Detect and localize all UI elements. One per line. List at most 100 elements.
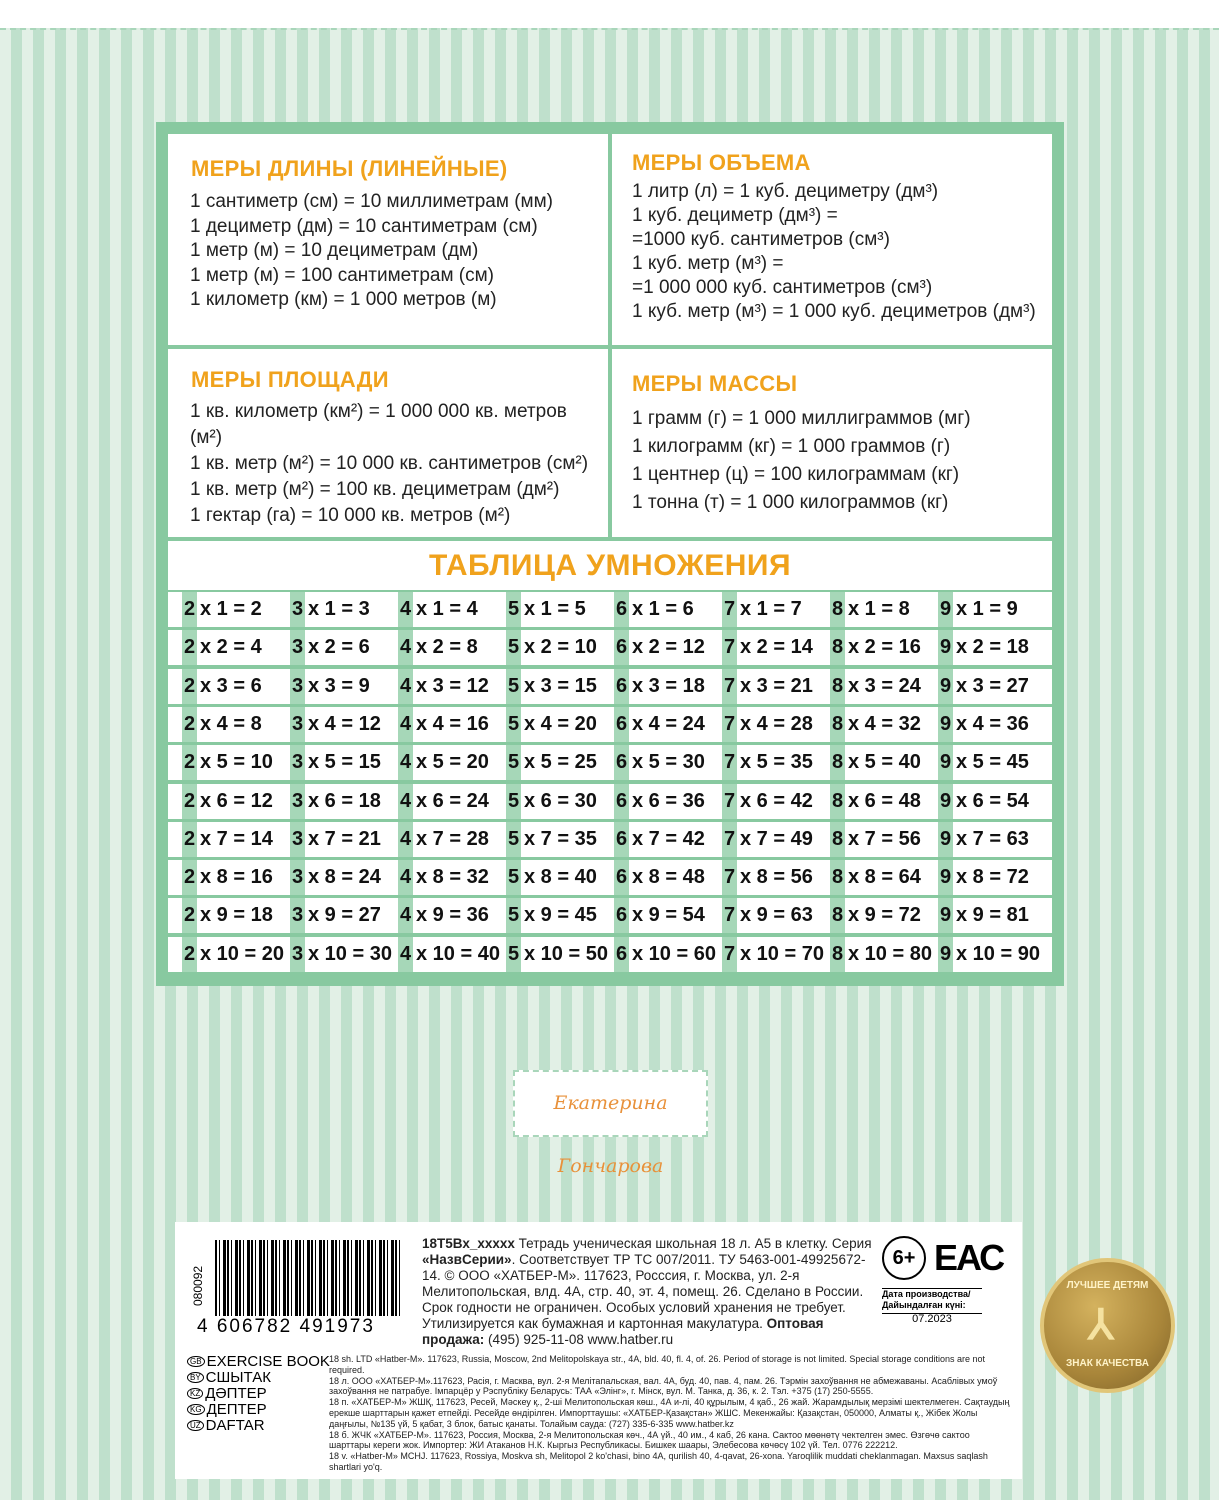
multiplier-digit: 7 — [722, 592, 737, 627]
equation-text: x 10 = 30 — [308, 942, 392, 965]
multiplier-digit: 6 — [614, 936, 629, 972]
fine-print-line: 18 б. ЖЧК «ХАТБЕР-М». 117623, Россия, Мо… — [329, 1429, 970, 1451]
equation-text: x 5 = 25 — [524, 751, 597, 774]
multiplier-digit: 5 — [506, 668, 521, 704]
country-code: KG — [187, 1404, 205, 1416]
volume-measures-panel: МЕРЫ ОБЪЕМА 1 литр (л) = 1 куб. дециметру… — [612, 134, 1052, 345]
panel-title: МЕРЫ МАССЫ — [632, 371, 798, 396]
equation-text: x 7 = 56 — [848, 827, 921, 850]
multiplier-digit: 8 — [830, 592, 845, 627]
equation-text: x 10 = 80 — [848, 942, 932, 965]
equation-text: x 3 = 6 — [200, 674, 262, 697]
country-code: BY — [187, 1372, 204, 1384]
equation-text: x 4 = 12 — [308, 712, 381, 735]
panel-title: МЕРЫ ДЛИНЫ (ЛИНЕЙНЫЕ) — [191, 156, 508, 181]
info-top-row: 080092 4 606782 491973 18Т5Вх_xxxxx Тетр… — [187, 1236, 1010, 1348]
multiplier-digit: 8 — [830, 783, 845, 819]
fine-print-line: 18 п. «ХАТБЕР-М» ЖШҚ, 117623, Ресей, Мәс… — [329, 1397, 1010, 1429]
multiplier-digit: 5 — [506, 630, 521, 666]
equation-text: x 2 = 18 — [956, 636, 1029, 659]
multiplier-digit: 2 — [182, 668, 197, 704]
wholesale-contact: (495) 925-11-08 www.hatber.ru — [484, 1332, 674, 1347]
equation-text: x 8 = 24 — [308, 866, 381, 889]
fine-print-line: 18 sh. LTD «Hatber-M». 117623, Russia, M… — [329, 1354, 986, 1375]
measure-line: 1 центнер (ц) = 100 килограммам (кг) — [632, 464, 960, 485]
language-name: СШЫТАК — [205, 1369, 271, 1387]
equation-text: x 6 = 36 — [632, 789, 705, 812]
multiplier-digit: 6 — [614, 706, 629, 742]
multiplier-digit: 4 — [398, 592, 413, 627]
equation-text: x 6 = 12 — [200, 789, 273, 812]
equation-text: x 9 = 36 — [416, 904, 489, 927]
equation-text: x 5 = 20 — [416, 751, 489, 774]
equation-text: x 10 = 20 — [200, 942, 284, 965]
description-text: Тетрадь ученическая школьная 18 л. А5 в … — [514, 1236, 872, 1251]
multiplier-digit: 7 — [722, 630, 737, 666]
measure-line: 1 кв. метр (м²) = 100 кв. дециметрам (дм… — [190, 479, 560, 500]
equation-text: x 10 = 50 — [524, 942, 608, 965]
equation-text: x 6 = 24 — [416, 789, 489, 812]
product-code: 18Т5Вх_xxxxx — [422, 1236, 515, 1251]
multiplier-digit: 2 — [182, 592, 197, 627]
multiplier-digit: 8 — [830, 630, 845, 666]
multiplier-digit: 7 — [722, 668, 737, 704]
equation-text: x 9 = 27 — [308, 904, 381, 927]
multiplier-digit: 9 — [938, 898, 953, 934]
multiplication-table-title: ТАБЛИЦА УМНОЖЕНИЯ — [168, 541, 1052, 590]
measure-line: 1 куб. метр (м³) = 1 000 куб. дециметров… — [632, 301, 1036, 322]
equation-text: x 2 = 4 — [200, 636, 262, 659]
equation-text: x 1 = 4 — [416, 598, 478, 620]
equation-text: x 2 = 6 — [308, 636, 370, 659]
date-value: 07.2023 — [882, 1313, 982, 1325]
medal-bottom-text: ЗНАК КАЧЕСТВА — [1066, 1358, 1149, 1369]
equation-text: x 2 = 12 — [632, 636, 705, 659]
measure-line: 1 метр (м) = 100 сантиметрам (см) — [190, 264, 495, 286]
country-code: KZ — [187, 1388, 204, 1400]
barcode-side-number: 080092 — [191, 1265, 205, 1306]
multiplier-digit: 2 — [182, 936, 197, 972]
language-title: KZ ДӘПТЕР — [187, 1386, 329, 1402]
language-name: ДЕПТЕР — [206, 1401, 267, 1419]
multiplier-digit: 5 — [506, 860, 521, 896]
equation-text: x 3 = 12 — [416, 674, 489, 697]
equation-text: x 8 = 64 — [848, 866, 921, 889]
equation-text: x 4 = 32 — [848, 712, 921, 735]
series-name: «НазвСерии» — [422, 1252, 512, 1267]
equation-text: x 5 = 45 — [956, 751, 1029, 774]
fine-print-line: 18 л. ООО «ХАТБЕР-М».117623, Расія, г. М… — [329, 1375, 998, 1397]
panel-lines: 1 литр (л) = 1 куб. дециметру (дм³) 1 куб… — [612, 180, 1052, 324]
barcode-number: 4 606782 491973 — [197, 1316, 375, 1337]
multiplier-digit: 6 — [614, 592, 629, 627]
equation-text: x 8 = 40 — [524, 866, 597, 889]
equation-text: x 7 = 42 — [632, 827, 705, 850]
equation-text: x 8 = 48 — [632, 866, 705, 889]
medal-top-text: ЛУЧШЕЕ ДЕТЯМ — [1066, 1280, 1149, 1291]
equation-text: x 9 = 81 — [956, 904, 1029, 927]
equation-text: x 10 = 70 — [740, 942, 824, 965]
panel-title: МЕРЫ ПЛОЩАДИ — [191, 367, 389, 392]
multiplier-digit: 2 — [182, 860, 197, 896]
